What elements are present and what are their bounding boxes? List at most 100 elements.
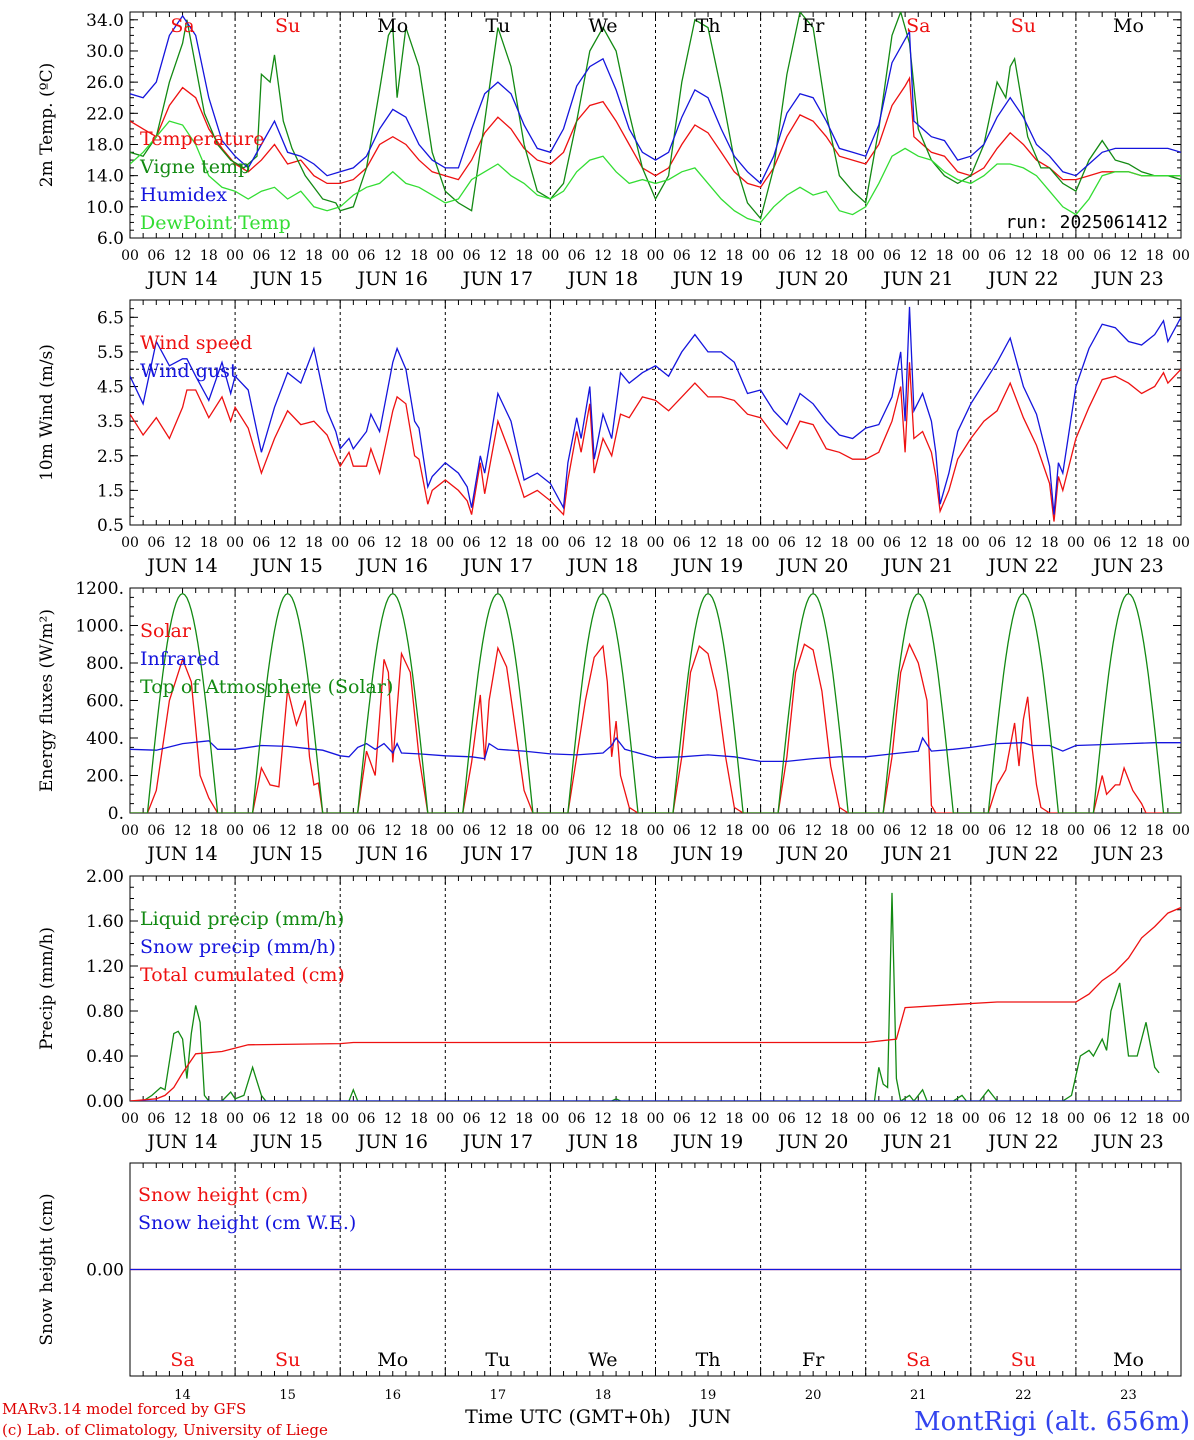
legend-entry: Solar bbox=[140, 620, 192, 642]
hour-tick-label: 06 bbox=[358, 823, 376, 839]
hour-tick-label: 06 bbox=[883, 1111, 901, 1127]
credit-line-2: (c) Lab. of Climatology, University of L… bbox=[2, 1421, 328, 1439]
hour-tick-label: 18 bbox=[725, 535, 743, 551]
y-tick-label: 14.0 bbox=[86, 167, 124, 187]
y-axis-label: Snow height (cm) bbox=[37, 1193, 57, 1345]
y-tick-label: 6.0 bbox=[97, 229, 124, 249]
y-tick-label: 1.20 bbox=[86, 957, 124, 977]
hour-tick-label: 12 bbox=[1014, 248, 1032, 264]
hour-tick-label: 12 bbox=[174, 248, 192, 264]
y-tick-label: 2.5 bbox=[97, 447, 124, 467]
day-date-label: JUN 22 bbox=[986, 268, 1058, 290]
hour-tick-label: 06 bbox=[463, 1111, 481, 1127]
weekday-label: Tu bbox=[485, 15, 510, 37]
day-date-label: JUN 16 bbox=[356, 555, 428, 577]
legend-entry: Total cumulated (cm) bbox=[140, 964, 345, 986]
weekday-label: Fr bbox=[802, 1349, 825, 1371]
hour-tick-label: 12 bbox=[279, 1111, 297, 1127]
day-date-label: JUN 20 bbox=[776, 268, 848, 290]
y-tick-label: 22.0 bbox=[86, 104, 124, 124]
hour-tick-label: 18 bbox=[305, 248, 323, 264]
y-tick-label: 30.0 bbox=[86, 42, 124, 62]
hour-tick-label: 18 bbox=[200, 823, 218, 839]
y-tick-label: 0.00 bbox=[86, 1261, 124, 1281]
weekday-label: Th bbox=[696, 15, 721, 37]
hour-tick-label: 00 bbox=[436, 248, 454, 264]
day-date-label: JUN 20 bbox=[776, 843, 848, 865]
hour-tick-label: 00 bbox=[857, 248, 875, 264]
hour-tick-label: 06 bbox=[778, 248, 796, 264]
hour-tick-label: 12 bbox=[384, 823, 402, 839]
hour-tick-label: 00 bbox=[647, 1111, 665, 1127]
hour-tick-label: 06 bbox=[1093, 1111, 1111, 1127]
legend-entry: Snow height (cm) bbox=[138, 1184, 308, 1206]
day-number-label: 21 bbox=[910, 1388, 927, 1403]
hour-tick-label: 06 bbox=[883, 823, 901, 839]
series-line-total-cumulated-cm bbox=[130, 906, 1181, 1101]
hour-tick-label: 06 bbox=[778, 535, 796, 551]
day-number-label: 16 bbox=[384, 1388, 401, 1403]
y-tick-label: 0. bbox=[108, 804, 124, 824]
hour-tick-label: 12 bbox=[279, 823, 297, 839]
hour-tick-label: 18 bbox=[1041, 823, 1059, 839]
hour-tick-label: 18 bbox=[410, 1111, 428, 1127]
day-date-label: JUN 23 bbox=[1091, 268, 1163, 290]
day-date-label: JUN 20 bbox=[776, 1131, 848, 1153]
weekday-label: Sa bbox=[170, 15, 194, 37]
hour-tick-label: 12 bbox=[594, 823, 612, 839]
weekday-label: Su bbox=[1011, 15, 1036, 37]
hour-tick-label: 12 bbox=[489, 1111, 507, 1127]
hour-tick-label: 00 bbox=[752, 248, 770, 264]
weekday-label: Mo bbox=[1113, 1349, 1144, 1371]
hour-tick-label: 12 bbox=[594, 1111, 612, 1127]
hour-tick-label: 18 bbox=[515, 535, 533, 551]
y-tick-label: 34.0 bbox=[86, 11, 124, 31]
y-axis-label: Energy fluxes (W/m²) bbox=[37, 609, 57, 792]
hour-tick-label: 06 bbox=[463, 248, 481, 264]
day-date-label: JUN 21 bbox=[881, 1131, 953, 1153]
day-date-label: JUN 17 bbox=[461, 1131, 533, 1153]
hour-tick-label: 06 bbox=[1093, 248, 1111, 264]
day-date-label: JUN 18 bbox=[566, 1131, 638, 1153]
day-date-label: JUN 22 bbox=[986, 1131, 1058, 1153]
day-date-label: JUN 14 bbox=[145, 555, 217, 577]
run-label: run: 2025061412 bbox=[1005, 212, 1168, 233]
hour-tick-label: 18 bbox=[305, 535, 323, 551]
day-date-label: JUN 19 bbox=[671, 268, 743, 290]
hour-tick-label: 00 bbox=[541, 1111, 559, 1127]
y-tick-label: 0.40 bbox=[86, 1047, 124, 1067]
hour-tick-label: 00 bbox=[226, 535, 244, 551]
hour-tick-label: 00 bbox=[857, 535, 875, 551]
hour-tick-label: 18 bbox=[1041, 535, 1059, 551]
series-line-liquid-precip-mm-h bbox=[130, 892, 1160, 1101]
plot-frame bbox=[129, 587, 1182, 814]
hour-tick-label: 00 bbox=[962, 535, 980, 551]
hour-tick-label: 06 bbox=[1093, 535, 1111, 551]
legend-entry: Snow height (cm W.E.) bbox=[138, 1212, 356, 1234]
day-date-label: JUN 23 bbox=[1091, 1131, 1163, 1153]
hour-tick-label: 18 bbox=[831, 248, 849, 264]
hour-tick-label: 12 bbox=[384, 535, 402, 551]
hour-tick-label: 18 bbox=[515, 248, 533, 264]
hour-tick-label: 06 bbox=[778, 1111, 796, 1127]
y-tick-label: 600. bbox=[86, 692, 124, 712]
day-date-label: JUN 14 bbox=[145, 1131, 217, 1153]
y-tick-label: 3.5 bbox=[97, 412, 124, 432]
series-line-dewpoint-temp bbox=[130, 120, 1181, 224]
hour-tick-label: 12 bbox=[1014, 1111, 1032, 1127]
hour-tick-label: 00 bbox=[226, 823, 244, 839]
hour-tick-label: 00 bbox=[226, 248, 244, 264]
hour-tick-label: 12 bbox=[1120, 535, 1138, 551]
day-date-label: JUN 19 bbox=[671, 843, 743, 865]
legend-entry: Vigne temp bbox=[139, 156, 250, 178]
hour-tick-label: 06 bbox=[568, 1111, 586, 1127]
hour-tick-label: 00 bbox=[647, 535, 665, 551]
day-date-label: JUN 18 bbox=[566, 843, 638, 865]
hour-tick-label: 06 bbox=[988, 248, 1006, 264]
hour-tick-label: 18 bbox=[936, 823, 954, 839]
day-date-label: JUN 17 bbox=[461, 843, 533, 865]
hour-tick-label: 18 bbox=[936, 248, 954, 264]
y-tick-label: 200. bbox=[86, 767, 124, 787]
day-date-label: JUN 18 bbox=[566, 555, 638, 577]
